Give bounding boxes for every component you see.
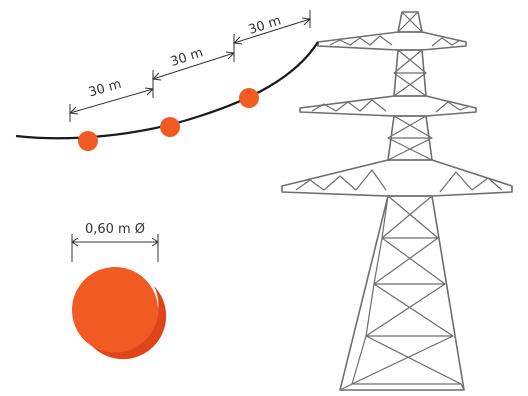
tower-bottom-arm <box>281 159 513 197</box>
power-cable <box>15 41 319 140</box>
tower-upper-mast-bracing <box>393 49 427 97</box>
tower-lower-mast-bracing <box>351 195 462 385</box>
tower-middle-arm <box>299 95 477 117</box>
marker-ball-shade <box>92 286 167 360</box>
transmission-tower <box>281 11 513 391</box>
marker-ball <box>160 117 180 137</box>
tower-bottom-arm-bracing <box>295 169 503 193</box>
marker-ball <box>239 88 259 108</box>
tower-top-arm <box>317 31 467 51</box>
tower-peak-bracing <box>397 11 423 33</box>
tower-top-arm-bracing <box>329 35 461 47</box>
marker-ball <box>78 131 98 151</box>
marker-balls <box>78 88 259 151</box>
tower-feet <box>339 383 465 391</box>
tower-middle-mast-bracing <box>387 115 433 161</box>
spacing-dimension-3: 30 m <box>232 10 312 52</box>
diameter-dimension: 0,60 m Ø <box>71 222 159 262</box>
spacing-label: 30 m <box>87 77 123 101</box>
spacing-dimension-2: 30 m <box>151 44 236 88</box>
marker-ball-large <box>72 267 167 360</box>
tower-middle-arm-bracing <box>311 99 471 113</box>
spacing-label: 30 m <box>247 13 283 38</box>
spacing-label: 30 m <box>169 45 205 70</box>
diameter-label: 0,60 m Ø <box>85 222 145 237</box>
spacing-dimension-1: 30 m <box>68 77 155 122</box>
